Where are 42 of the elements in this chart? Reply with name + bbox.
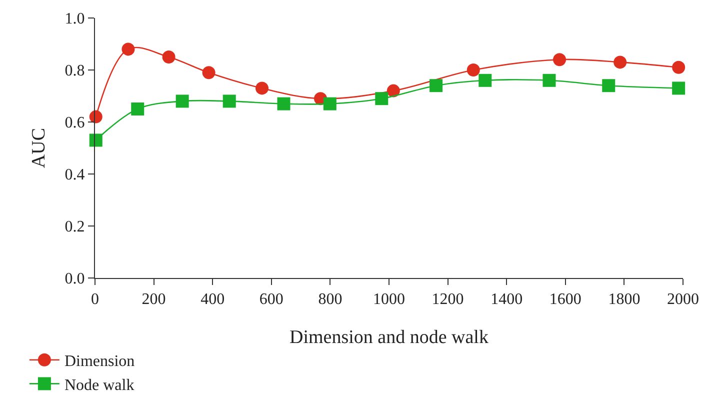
legend-label: Node walk <box>64 376 134 394</box>
x-tick-label: 1200 <box>432 291 464 308</box>
y-axis-title: AUC <box>28 128 50 168</box>
y-tick-label: 1.0 <box>64 10 85 28</box>
point <box>162 50 176 64</box>
point <box>386 84 400 98</box>
x-tick-label: 0 <box>91 291 99 308</box>
point <box>553 53 566 66</box>
x-tick-label: 600 <box>259 291 284 308</box>
legend-label: Dimension <box>64 353 135 370</box>
x-axis-title: Dimension and node walk <box>290 327 489 348</box>
point <box>277 97 290 110</box>
point <box>131 102 144 116</box>
point <box>478 74 492 87</box>
point <box>222 94 236 108</box>
y-tick-label: 0.0 <box>64 270 85 288</box>
y-tick-label: 0.4 <box>64 166 85 184</box>
x-tick-label: 1400 <box>490 291 523 308</box>
point <box>255 82 268 95</box>
point <box>672 60 686 74</box>
x-tick-label: 800 <box>318 291 342 308</box>
point <box>466 64 480 76</box>
x-tick-label: 1800 <box>608 291 640 308</box>
point <box>430 79 443 92</box>
point <box>323 97 336 110</box>
point <box>375 92 388 106</box>
y-tick-label: 0.8 <box>64 62 85 80</box>
x-tick-label: 400 <box>200 291 225 308</box>
point <box>614 56 627 69</box>
x-tick-label: 200 <box>142 291 166 308</box>
x-tick-label: 2000 <box>667 291 699 308</box>
point <box>122 42 135 56</box>
point <box>89 134 102 147</box>
point <box>176 94 189 108</box>
point <box>542 74 556 87</box>
point <box>602 79 616 92</box>
x-tick-label: 1000 <box>373 291 405 308</box>
point <box>672 82 686 95</box>
y-tick-label: 0.2 <box>64 218 85 236</box>
point <box>202 66 216 80</box>
y-tick-label: 0.6 <box>64 114 85 132</box>
x-tick-label: 1600 <box>549 291 582 308</box>
